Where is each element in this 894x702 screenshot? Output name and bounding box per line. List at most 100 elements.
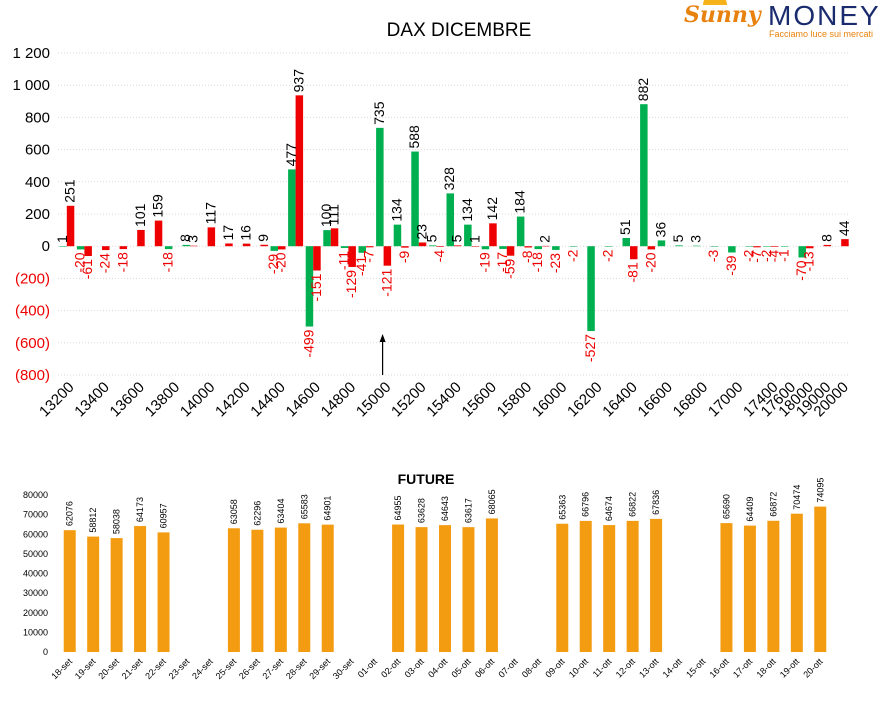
x-tick-label: 16000 — [529, 379, 571, 421]
dax-bar — [454, 245, 462, 247]
logo-sunny-text: Sunny — [684, 2, 761, 28]
dax-bar — [66, 205, 75, 247]
future-data-label: 63404 — [276, 499, 286, 524]
dax-data-label: -59 — [502, 258, 518, 278]
x-tick-label: 12-ott — [614, 656, 638, 680]
future-data-label: 65583 — [299, 494, 309, 519]
dax-bar — [270, 246, 278, 251]
dax-data-label: -20 — [642, 252, 658, 272]
future-data-label: 74095 — [815, 478, 825, 503]
dax-bar — [489, 223, 497, 247]
dax-data-label: -17 — [494, 252, 510, 272]
dax-bar — [552, 246, 560, 250]
dax-bar — [418, 242, 427, 247]
dax-data-label: 134 — [388, 198, 404, 222]
x-tick-label: 27-set — [260, 656, 285, 681]
dax-bar — [728, 246, 736, 253]
y-tick-label: (800) — [15, 367, 50, 384]
future-data-label: 60957 — [159, 503, 169, 528]
future-bar — [274, 527, 287, 652]
x-axis-tick-labels: 1320013400136001380014000142001440014600… — [36, 379, 852, 421]
x-tick-label: 19-set — [73, 656, 98, 681]
dax-data-label: -18 — [529, 252, 545, 272]
dax-data-label: -527 — [582, 334, 598, 362]
x-tick-label: 19-ott — [778, 656, 802, 680]
future-bar — [720, 523, 733, 652]
future-bar — [63, 530, 76, 652]
x-tick-label: 14400 — [247, 379, 289, 421]
future-bar — [321, 524, 334, 652]
future-data-label: 66796 — [581, 492, 591, 517]
dax-bar — [587, 246, 595, 332]
dax-data-label: 16 — [238, 225, 254, 241]
dax-bar — [340, 246, 349, 248]
dax-data-label: -18 — [114, 252, 130, 272]
dax-data-label: 9 — [255, 234, 271, 242]
dax-data-label: 5 — [449, 234, 465, 242]
y-tick-label: 30000 — [23, 588, 48, 598]
dax-bar — [393, 224, 402, 247]
y-tick-label: (400) — [15, 303, 50, 320]
x-tick-label: 30-set — [331, 656, 356, 681]
future-bar — [556, 523, 569, 652]
dax-data-label: 184 — [512, 190, 528, 214]
dax-bar — [780, 246, 789, 247]
future-data-label: 62076 — [65, 501, 75, 526]
x-tick-label: 08-ott — [520, 656, 544, 680]
dax-bar — [366, 246, 374, 248]
dax-bar — [823, 244, 832, 247]
future-bar — [603, 525, 616, 652]
dax-data-label: 1 — [466, 235, 482, 243]
dax-bar — [428, 245, 437, 247]
y-tick-label: 20000 — [23, 608, 48, 618]
dax-bar — [242, 243, 251, 247]
x-tick-label: 15800 — [494, 379, 536, 421]
future-data-label: 62296 — [252, 501, 262, 526]
dax-data-label: 5 — [424, 234, 440, 242]
y-tick-label: 60000 — [23, 529, 48, 539]
future-bar — [485, 518, 498, 652]
x-tick-label: 05-ott — [450, 656, 474, 680]
logo-money-text: MONEY — [768, 0, 881, 31]
dax-data-label: -4 — [766, 250, 782, 263]
y-tick-label: 80000 — [23, 490, 48, 500]
dax-bar — [640, 104, 648, 247]
dax-bar — [401, 246, 409, 248]
x-tick-label: 23-set — [167, 656, 192, 681]
y-tick-label: 0 — [43, 647, 48, 657]
future-bar — [110, 538, 123, 652]
future-data-label: 70474 — [792, 485, 802, 510]
dax-bar — [798, 246, 806, 258]
x-tick-label: 28-set — [284, 656, 309, 681]
future-bar — [626, 520, 639, 652]
future-bar — [392, 524, 405, 652]
future-bar — [790, 513, 803, 652]
dax-bar — [137, 229, 145, 247]
dax-data-label: 735 — [371, 101, 387, 125]
dax-data-label: 588 — [406, 125, 422, 149]
dax-data-label: -1 — [776, 249, 792, 262]
x-tick-label: 15600 — [459, 379, 501, 421]
dax-data-label: -7 — [748, 250, 764, 263]
dax-bar — [675, 245, 683, 247]
dax-bar — [313, 246, 321, 271]
dax-data-label: 3 — [185, 235, 201, 243]
dax-bar — [710, 246, 718, 247]
dax-bar — [376, 127, 384, 247]
dax-data-label: -2 — [758, 249, 774, 262]
dax-bar — [506, 246, 515, 256]
dax-bar — [516, 216, 525, 247]
future-data-label: 68065 — [487, 489, 497, 514]
y-tick-label: 10000 — [23, 627, 48, 637]
dax-bar — [542, 245, 550, 247]
future-data-label: 64409 — [745, 497, 755, 522]
future-bar — [415, 527, 428, 652]
future-data-label: 64173 — [135, 497, 145, 522]
future-bar — [650, 518, 663, 652]
dax-bar — [295, 95, 304, 247]
dax-data-label: -121 — [378, 268, 394, 296]
future-bar — [227, 528, 240, 652]
dax-bar — [348, 246, 356, 267]
x-tick-label: 15400 — [423, 379, 465, 421]
future-data-label: 66872 — [768, 492, 778, 517]
